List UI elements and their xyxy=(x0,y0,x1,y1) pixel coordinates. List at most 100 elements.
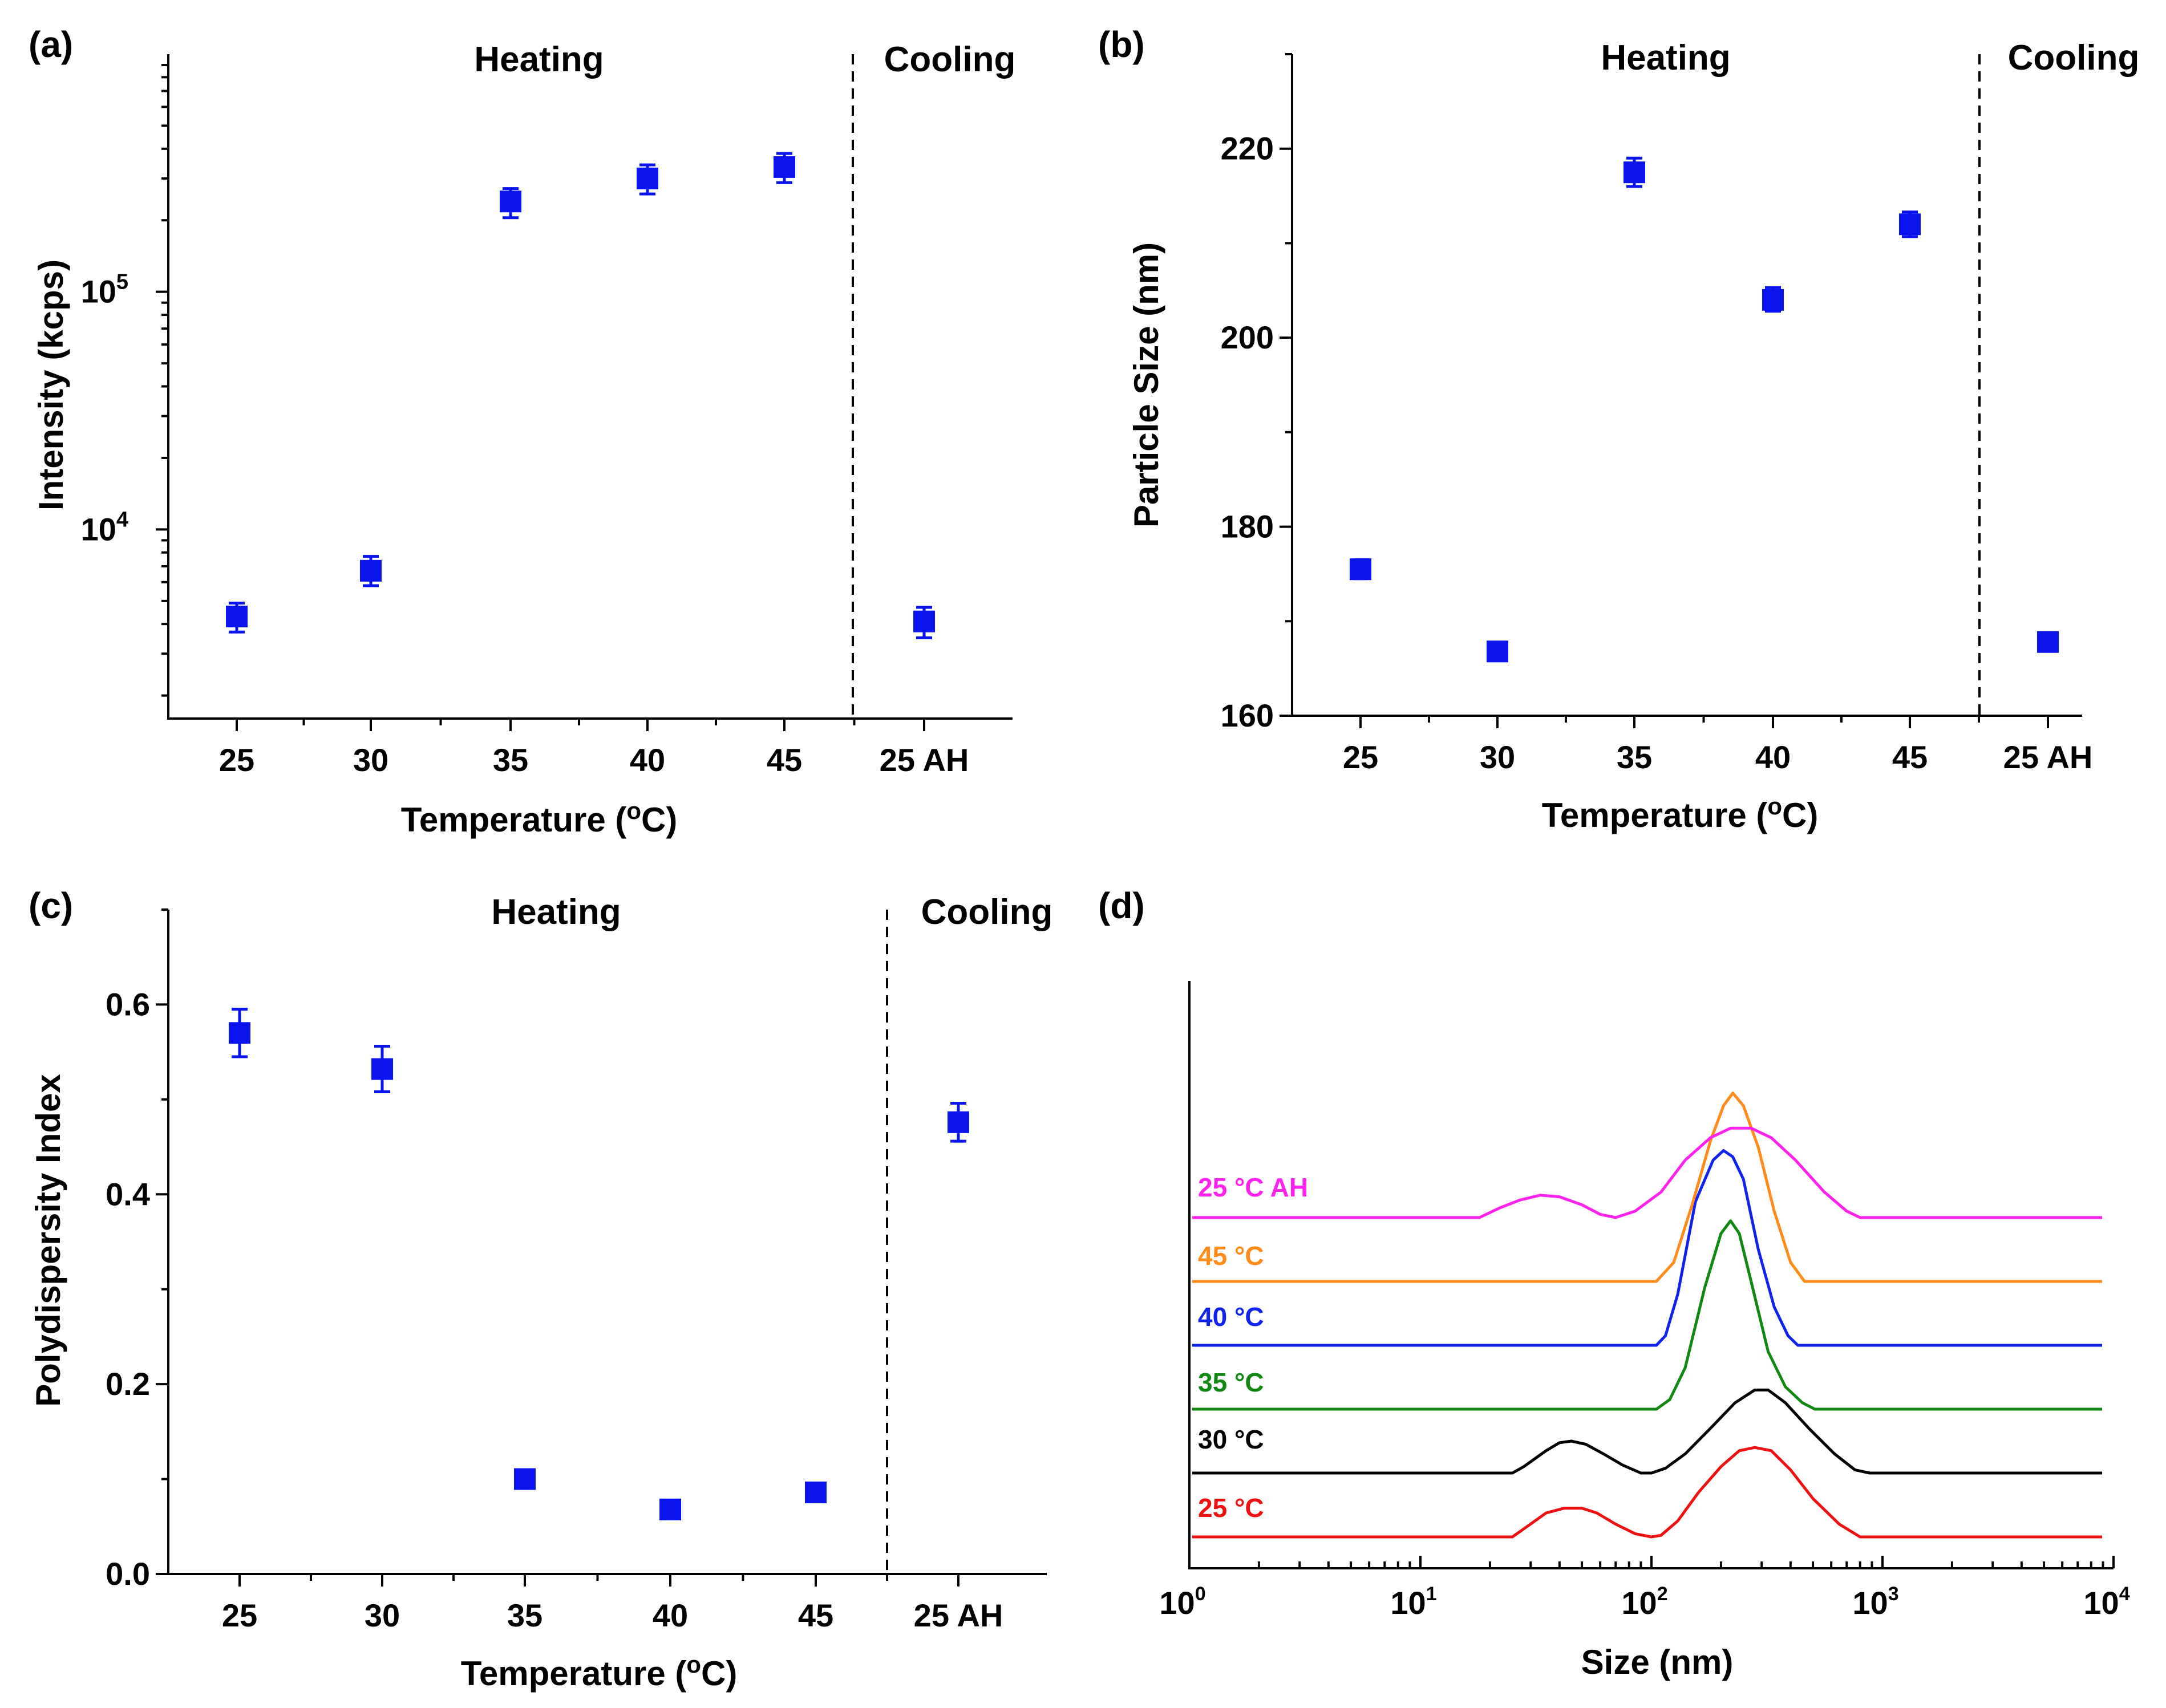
panel-d-xtick-label: 100 xyxy=(1159,1583,1205,1621)
panel-a-yticks: 104 105 xyxy=(81,64,168,697)
panel-d-curve xyxy=(1192,1388,2102,1475)
panel-d-xtick-label: 104 xyxy=(2083,1583,2129,1621)
panel-a-data-point xyxy=(360,559,382,582)
panel-b-data-point xyxy=(1762,289,1784,311)
panel-a-region-heating: Heating xyxy=(474,40,604,79)
panel-a-ytick-label: 105 xyxy=(81,270,128,310)
panel-c-ytick-label: 0.6 xyxy=(106,986,150,1022)
panel-a-xtick-label: 40 xyxy=(630,742,665,778)
panel-c-data-point xyxy=(371,1058,393,1080)
panel-b-ytick-label: 220 xyxy=(1221,131,1274,167)
panel-a-xtick-label: 30 xyxy=(353,742,388,778)
panel-d-curve-label: 40 °C xyxy=(1198,1302,1264,1332)
panel-c-data-point xyxy=(514,1468,536,1490)
panel-label-d: (d) xyxy=(1098,885,1145,926)
panel-b-data-point xyxy=(1350,558,1371,581)
panel-d-xtick-label: 103 xyxy=(1852,1583,1898,1621)
panel-b-xtick-label: 40 xyxy=(1755,739,1791,775)
panel-b-xtick-label: 25 AH xyxy=(2003,739,2093,775)
panel-c-data-point xyxy=(659,1498,681,1520)
panel-label-c: (c) xyxy=(29,885,73,926)
panel-a-data-point xyxy=(226,606,248,628)
panel-d-curve xyxy=(1192,1092,2102,1283)
panel-d-xtick-label: 101 xyxy=(1390,1583,1436,1621)
panel-c-ytick-label: 0.0 xyxy=(106,1556,150,1592)
panel-d-xtick-label: 102 xyxy=(1621,1583,1667,1621)
panel-c-axes xyxy=(167,910,1047,1575)
panel-a-xtick-label: 25 xyxy=(219,742,254,778)
panel-b-ytick-label: 200 xyxy=(1221,319,1274,355)
panel-a-xtick-label: 25 AH xyxy=(880,742,969,778)
panel-c-data-point xyxy=(229,1022,250,1044)
panel-a-region-cooling: Cooling xyxy=(884,40,1016,79)
panel-b: (b) Heating Cooling 160 180 200 220 25 30 35 4… xyxy=(1098,24,2139,834)
panel-b-data-point xyxy=(1624,161,1645,184)
panel-d: (d) 100 101 102 103 104 25 °C 30 °C 35 °C 40 °C… xyxy=(1098,885,2130,1681)
panel-c-data-point xyxy=(948,1111,969,1133)
panel-a-xtick-label: 45 xyxy=(767,742,802,778)
panel-d-curve xyxy=(1192,1446,2102,1539)
panel-c-xtick-label: 45 xyxy=(798,1597,833,1633)
panel-a-data-point xyxy=(500,190,521,213)
panel-a-data-point xyxy=(913,610,935,632)
panel-b-region-heating: Heating xyxy=(1601,38,1730,78)
panel-c-xtick-label: 30 xyxy=(365,1597,400,1633)
panel-label-b: (b) xyxy=(1098,24,1145,65)
panel-c-ytick-label: 0.4 xyxy=(106,1176,150,1212)
panel-b-ytick-label: 180 xyxy=(1221,509,1274,545)
panel-b-data-point xyxy=(1487,640,1508,663)
panel-a-data-point xyxy=(637,167,658,189)
panel-c-xlabel: Temperature (oC) xyxy=(461,1651,738,1693)
panel-c-xtick-label: 35 xyxy=(507,1597,542,1633)
panel-b-ylabel: Particle Size (nm) xyxy=(1127,242,1165,528)
panel-c-region-heating: Heating xyxy=(491,892,621,932)
panel-a-marks xyxy=(226,152,935,639)
panel-d-xticks: 100 101 102 103 104 xyxy=(1159,1556,2130,1621)
panel-d-axes xyxy=(1188,981,2114,1569)
panel-a-ytick-label: 104 xyxy=(81,508,128,547)
panel-b-xticks: 25 30 35 40 45 25 AH xyxy=(1343,716,2092,775)
panel-c-xtick-label: 25 xyxy=(222,1597,257,1633)
panel-d-curve-label: 30 °C xyxy=(1198,1425,1264,1454)
panel-d-legend: 25 °C 30 °C 35 °C 40 °C 45 °C 25 °C AH xyxy=(1198,1173,1308,1523)
panel-b-data-point xyxy=(1899,213,1921,236)
panel-d-curve-label: 25 °C AH xyxy=(1198,1173,1308,1202)
panel-c-xtick-label: 40 xyxy=(653,1597,688,1633)
panel-a-ylabel: Intensity (kcps) xyxy=(32,259,70,510)
panel-b-region-cooling: Cooling xyxy=(2008,38,2140,78)
panel-b-yticks: 160 180 200 220 xyxy=(1221,53,1292,733)
panel-b-marks xyxy=(1350,156,2059,663)
panel-a-axes xyxy=(167,54,1013,720)
panel-b-xlabel: Temperature (oC) xyxy=(1542,793,1819,834)
panel-a-data-point xyxy=(774,156,795,178)
panel-a-xtick-label: 35 xyxy=(493,742,528,778)
panel-d-xlabel: Size (nm) xyxy=(1581,1643,1734,1681)
panel-a: (a) Heating Cooling 104 105 25 30 35 40 45 25 … xyxy=(29,24,1015,839)
panel-b-ytick-label: 160 xyxy=(1221,697,1274,733)
panel-c-ytick-label: 0.2 xyxy=(106,1366,150,1402)
panel-d-curves xyxy=(1192,1092,2102,1539)
panel-a-xticks: 25 30 35 40 45 25 AH xyxy=(219,719,969,778)
panel-c: (c) Heating Cooling 0.0 0.2 0.4 0.6 25 30 35 4… xyxy=(29,885,1052,1693)
panel-c-ylabel: Polydispersity Index xyxy=(29,1074,67,1407)
panel-d-curve-label: 35 °C xyxy=(1198,1368,1264,1397)
panel-d-curve xyxy=(1192,1219,2102,1411)
panel-c-region-cooling: Cooling xyxy=(921,892,1053,932)
panel-b-xtick-label: 30 xyxy=(1480,739,1515,775)
panel-b-xtick-label: 45 xyxy=(1892,739,1928,775)
panel-d-curve-label: 45 °C xyxy=(1198,1241,1264,1271)
panel-c-data-point xyxy=(805,1481,827,1503)
panel-b-axes xyxy=(1291,54,2082,717)
panel-b-xtick-label: 25 xyxy=(1343,739,1378,775)
panel-label-a: (a) xyxy=(29,24,73,65)
panel-c-marks xyxy=(229,1008,969,1520)
panel-b-data-point xyxy=(2037,631,2059,653)
panel-d-curve xyxy=(1192,1149,2102,1347)
panel-c-xticks: 25 30 35 40 45 25 AH xyxy=(222,1574,1003,1633)
panel-b-xtick-label: 35 xyxy=(1617,739,1652,775)
panel-c-xtick-label: 25 AH xyxy=(914,1597,1003,1633)
panel-d-curve-label: 25 °C xyxy=(1198,1493,1264,1523)
panel-c-yticks: 0.0 0.2 0.4 0.6 xyxy=(106,908,168,1592)
panel-d-curve xyxy=(1192,1126,2102,1219)
